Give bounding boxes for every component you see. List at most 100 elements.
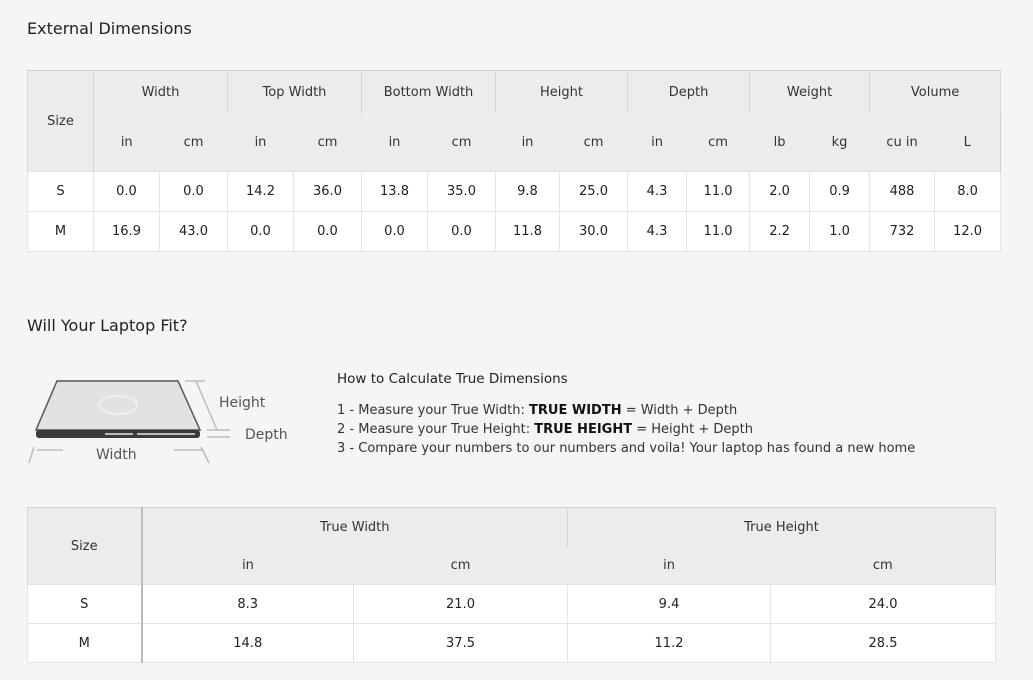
value-cell: 732 [869,211,936,252]
howto-step: 2 - Measure your True Height: TRUE HEIGH… [337,420,915,439]
size-header: Size [27,70,94,172]
value-cell: 9.8 [495,171,560,212]
value-cell: 14.8 [141,623,354,663]
value-cell: 24.0 [770,584,997,624]
value-cell: 16.9 [93,211,160,252]
value-cell: 0.9 [809,171,871,212]
step-number: 2 [337,422,346,437]
unit-header: in [227,113,294,172]
step-formula: = Height + Depth [632,422,753,437]
value-cell: 30.0 [558,211,629,252]
table-row: M 14.8 37.5 11.2 28.5 [27,623,997,663]
table-row: S 0.0 0.0 14.2 36.0 13.8 35.0 9.8 25.0 4.3 11.0 2.0… [27,171,1002,212]
size-header: Size [27,507,143,585]
unit-header: in [361,113,428,172]
step-number: 3 [337,441,346,456]
value-cell: 9.4 [567,584,772,624]
laptop-diagram: Height Depth Width [28,380,288,464]
value-cell: 11.0 [686,171,751,212]
group-header: Depth [627,70,751,113]
external-dimensions-table: Size Width Top Width Bottom Width Height Dept… [27,70,1002,252]
true-dimensions-table: Size True Width True Height in cm in cm S 8.3 21.… [27,507,997,663]
size-cell: S [27,171,94,212]
unit-header: cm [559,113,628,172]
value-cell: 11.8 [495,211,560,252]
group-header: True Width [140,507,569,547]
unit-header: L [934,113,1001,172]
header-row: Size True Width True Height [27,507,997,585]
table-row: S 8.3 21.0 9.4 24.0 [27,584,997,624]
step-text: - Measure your True Width: [345,403,530,418]
value-cell: 35.0 [427,171,496,212]
size-cell: S [27,584,143,624]
value-cell: 25.0 [558,171,629,212]
howto-section: How to Calculate True Dimensions 1 - Mea… [337,370,915,458]
value-cell: 0.0 [361,211,428,252]
size-cell: M [27,211,94,252]
step-text: - Measure your True Height: [345,422,535,437]
step-formula-name: TRUE WIDTH [529,403,622,418]
value-cell: 0.0 [93,171,160,212]
group-header: Top Width [227,70,362,113]
value-cell: 43.0 [159,211,228,252]
unit-header: cm [686,113,750,172]
value-cell: 0.0 [293,211,362,252]
unit-header: cu in [869,113,935,172]
value-cell: 14.2 [227,171,294,212]
unit-header: cm [770,547,996,585]
value-cell: 4.3 [627,171,688,212]
unit-header: cm [159,113,228,172]
group-header: Height [494,70,629,113]
unit-row: in cm in cm in cm in cm in cm lb kg cu in L [28,113,1001,172]
unit-header: cm [427,113,496,172]
value-cell: 12.0 [934,211,1002,252]
value-cell: 0.0 [159,171,228,212]
depth-label: Depth [245,427,288,443]
value-cell: 11.0 [686,211,751,252]
external-dimensions-title: External Dimensions [27,19,192,38]
value-cell: 0.0 [227,211,294,252]
step-formula: = Width + Depth [621,403,738,418]
value-cell: 21.0 [352,584,569,624]
unit-row: in cm in cm [28,547,996,585]
unit-header: kg [809,113,870,172]
header-row: Size Width Top Width Bottom Width Height Dept… [27,70,1002,172]
group-header: Bottom Width [361,70,496,113]
group-header: Volume [869,70,1002,113]
step-text: - Compare your numbers to our numbers an… [345,441,916,456]
width-label: Width [96,447,137,463]
unit-header: in [141,547,354,585]
value-cell: 2.0 [749,171,811,212]
group-header: True Height [567,507,997,547]
howto-step: 3 - Compare your numbers to our numbers … [337,439,915,458]
value-cell: 13.8 [361,171,428,212]
step-formula-name: TRUE HEIGHT [534,422,633,437]
value-cell: 36.0 [293,171,362,212]
value-cell: 1.0 [809,211,871,252]
value-cell: 37.5 [352,623,569,663]
value-cell: 8.3 [141,584,354,624]
laptop-fit-title: Will Your Laptop Fit? [27,316,188,335]
unit-header: cm [353,547,568,585]
value-cell: 2.2 [749,211,811,252]
value-cell: 11.2 [567,623,772,663]
value-cell: 4.3 [627,211,688,252]
unit-header: in [93,113,160,172]
value-cell: 28.5 [770,623,997,663]
value-cell: 8.0 [934,171,1002,212]
table-row: M 16.9 43.0 0.0 0.0 0.0 0.0 11.8 30.0 4.3 11.0 2.2 1… [27,211,1002,252]
size-cell: M [27,623,143,663]
group-header: Weight [749,70,871,113]
unit-header: in [627,113,687,172]
unit-header: lb [749,113,810,172]
howto-title: How to Calculate True Dimensions [337,371,568,387]
height-label: Height [219,395,266,411]
howto-step: 1 - Measure your True Width: TRUE WIDTH … [337,401,915,420]
group-header: Width [93,70,228,113]
value-cell: 488 [869,171,936,212]
step-number: 1 [337,403,346,418]
unit-header: in [495,113,560,172]
unit-header: cm [293,113,362,172]
unit-header: in [567,547,771,585]
value-cell: 0.0 [427,211,496,252]
